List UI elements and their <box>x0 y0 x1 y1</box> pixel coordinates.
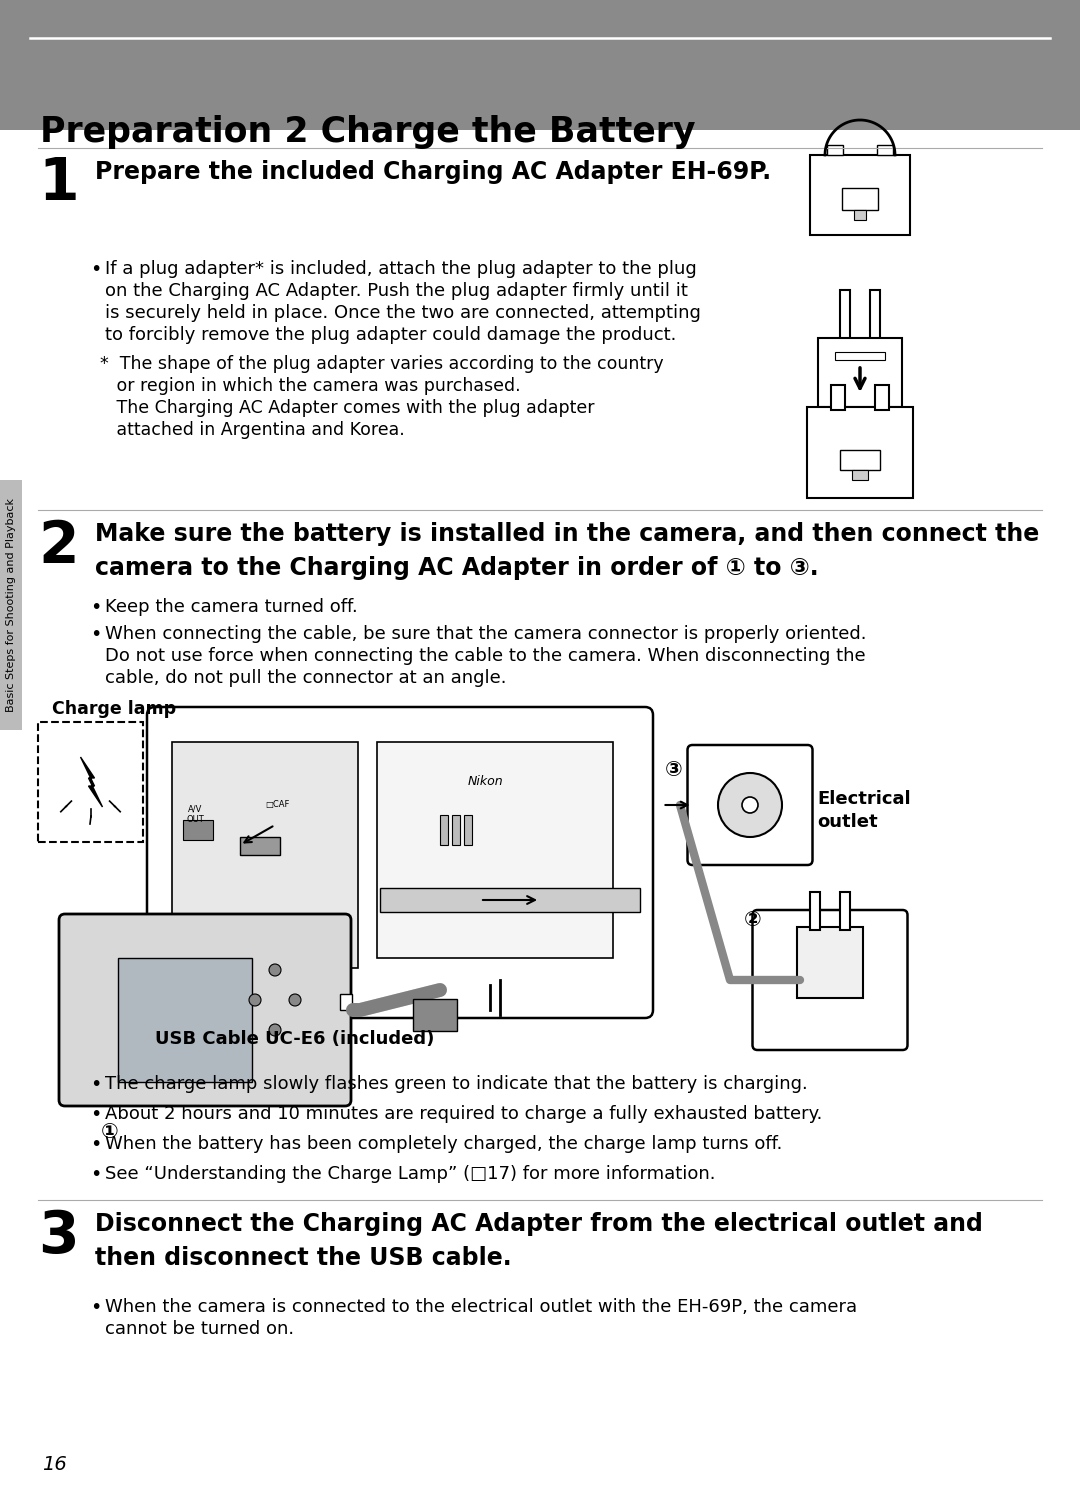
Bar <box>464 814 472 846</box>
Bar <box>183 820 213 840</box>
Text: Basic Steps for Shooting and Playback: Basic Steps for Shooting and Playback <box>6 498 16 712</box>
Text: 1: 1 <box>38 155 79 212</box>
Text: See “Understanding the Charge Lamp” (□17) for more information.: See “Understanding the Charge Lamp” (□17… <box>105 1165 715 1183</box>
Bar <box>870 290 880 340</box>
Bar <box>854 210 866 220</box>
Bar <box>340 994 352 1010</box>
Bar <box>840 290 850 340</box>
Circle shape <box>249 994 261 1006</box>
Bar <box>0 0 1080 129</box>
FancyBboxPatch shape <box>810 155 910 235</box>
Text: then disconnect the USB cable.: then disconnect the USB cable. <box>95 1245 512 1271</box>
Bar <box>875 385 889 410</box>
Text: is securely held in place. Once the two are connected, attempting: is securely held in place. Once the two … <box>105 305 701 322</box>
FancyBboxPatch shape <box>38 722 143 843</box>
Text: attached in Argentina and Korea.: attached in Argentina and Korea. <box>100 421 405 438</box>
Text: Keep the camera turned off.: Keep the camera turned off. <box>105 597 357 617</box>
Text: Charge lamp: Charge lamp <box>52 700 176 718</box>
Text: •: • <box>90 1165 102 1184</box>
Text: The Charging AC Adapter comes with the plug adapter: The Charging AC Adapter comes with the p… <box>100 400 594 418</box>
Text: ③: ③ <box>665 759 683 780</box>
Bar <box>0 480 22 730</box>
Polygon shape <box>380 889 640 912</box>
Text: Do not use force when connecting the cable to the camera. When disconnecting the: Do not use force when connecting the cab… <box>105 646 866 666</box>
Text: About 2 hours and 10 minutes are required to charge a fully exhausted battery.: About 2 hours and 10 minutes are require… <box>105 1106 822 1123</box>
FancyBboxPatch shape <box>377 742 613 958</box>
Text: When the battery has been completely charged, the charge lamp turns off.: When the battery has been completely cha… <box>105 1135 782 1153</box>
FancyBboxPatch shape <box>753 909 907 1051</box>
FancyBboxPatch shape <box>807 407 913 498</box>
Bar <box>840 892 850 930</box>
Text: Prepare the included Charging AC Adapter EH-69P.: Prepare the included Charging AC Adapter… <box>95 160 771 184</box>
Polygon shape <box>81 756 103 807</box>
Text: ②: ② <box>744 909 761 930</box>
Bar <box>453 814 460 846</box>
Text: Make sure the battery is installed in the camera, and then connect the: Make sure the battery is installed in th… <box>95 522 1039 545</box>
FancyBboxPatch shape <box>147 707 653 1018</box>
Bar <box>840 450 880 470</box>
Text: camera to the Charging AC Adapter in order of ① to ③.: camera to the Charging AC Adapter in ord… <box>95 556 819 580</box>
Text: USB Cable UC-E6 (included): USB Cable UC-E6 (included) <box>156 1030 434 1048</box>
Text: •: • <box>90 626 102 643</box>
Circle shape <box>289 994 301 1006</box>
Text: outlet: outlet <box>818 813 878 831</box>
Text: Nikon: Nikon <box>468 776 503 788</box>
Text: to forcibly remove the plug adapter could damage the product.: to forcibly remove the plug adapter coul… <box>105 325 676 343</box>
Bar <box>877 146 893 155</box>
Bar <box>827 146 843 155</box>
Bar <box>240 837 280 854</box>
Circle shape <box>269 964 281 976</box>
Text: Electrical: Electrical <box>818 791 912 808</box>
Text: •: • <box>90 260 102 279</box>
FancyBboxPatch shape <box>797 927 863 999</box>
Bar <box>852 470 868 480</box>
Text: 3: 3 <box>38 1208 79 1265</box>
Text: A/V
OUT: A/V OUT <box>186 805 204 825</box>
Bar <box>831 385 845 410</box>
Text: •: • <box>90 1074 102 1094</box>
Text: When connecting the cable, be sure that the camera connector is properly oriente: When connecting the cable, be sure that … <box>105 626 866 643</box>
FancyBboxPatch shape <box>818 337 902 407</box>
Bar <box>835 352 885 360</box>
Circle shape <box>269 1024 281 1036</box>
FancyBboxPatch shape <box>413 999 457 1031</box>
FancyBboxPatch shape <box>172 742 357 967</box>
Text: When the camera is connected to the electrical outlet with the EH-69P, the camer: When the camera is connected to the elec… <box>105 1297 858 1317</box>
FancyBboxPatch shape <box>59 914 351 1106</box>
FancyBboxPatch shape <box>118 958 252 1082</box>
Text: The charge lamp slowly flashes green to indicate that the battery is charging.: The charge lamp slowly flashes green to … <box>105 1074 808 1094</box>
Text: Disconnect the Charging AC Adapter from the electrical outlet and: Disconnect the Charging AC Adapter from … <box>95 1213 983 1236</box>
Circle shape <box>718 773 782 837</box>
FancyBboxPatch shape <box>688 744 812 865</box>
Text: 2: 2 <box>38 519 79 575</box>
Text: or region in which the camera was purchased.: or region in which the camera was purcha… <box>100 377 521 395</box>
Text: cable, do not pull the connector at an angle.: cable, do not pull the connector at an a… <box>105 669 507 687</box>
Text: If a plug adapter* is included, attach the plug adapter to the plug: If a plug adapter* is included, attach t… <box>105 260 697 278</box>
Text: on the Charging AC Adapter. Push the plug adapter firmly until it: on the Charging AC Adapter. Push the plu… <box>105 282 688 300</box>
Bar <box>842 189 878 210</box>
Text: cannot be turned on.: cannot be turned on. <box>105 1320 294 1337</box>
Text: 16: 16 <box>42 1455 67 1474</box>
Text: Preparation 2 Charge the Battery: Preparation 2 Charge the Battery <box>40 114 696 149</box>
Text: *  The shape of the plug adapter varies according to the country: * The shape of the plug adapter varies a… <box>100 355 663 373</box>
Text: •: • <box>90 597 102 617</box>
Text: •: • <box>90 1106 102 1123</box>
Bar <box>440 814 448 846</box>
Text: •: • <box>90 1135 102 1155</box>
Text: •: • <box>90 1297 102 1317</box>
Text: □CAF: □CAF <box>265 799 289 808</box>
Circle shape <box>742 796 758 813</box>
Bar <box>810 892 820 930</box>
Text: ①: ① <box>102 1122 119 1143</box>
